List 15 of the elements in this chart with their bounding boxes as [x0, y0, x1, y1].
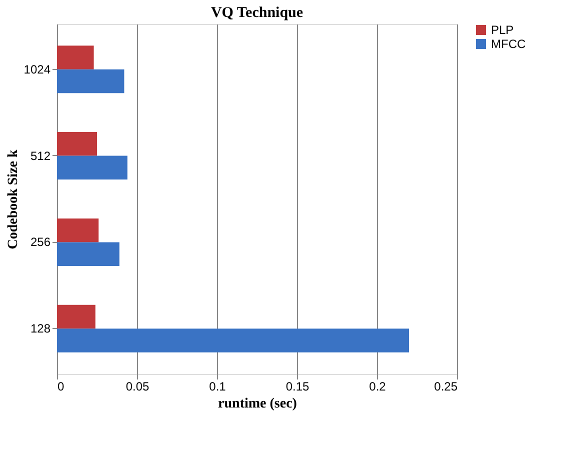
x-tick-label: 0.05 — [126, 380, 150, 394]
legend-label: MFCC — [491, 37, 526, 51]
y-tick-label: 128 — [30, 322, 51, 336]
x-tick-label: 0.1 — [209, 380, 226, 394]
y-tick-label: 256 — [30, 235, 51, 250]
x-tick-label: 0.2 — [369, 380, 386, 394]
x-tick-label: 0.25 — [434, 380, 458, 394]
y-tick-label: 512 — [30, 148, 51, 163]
chart-title: VQ Technique — [210, 5, 304, 21]
x-tick-label: 0.15 — [286, 380, 310, 394]
x-tick-label: 0 — [58, 380, 64, 394]
y-tick-label: 1024 — [24, 62, 51, 76]
legend-label: PLP — [491, 23, 514, 37]
x-axis-title: runtime (sec) — [218, 396, 298, 412]
y-axis-title: Codebook Size k — [6, 150, 21, 250]
